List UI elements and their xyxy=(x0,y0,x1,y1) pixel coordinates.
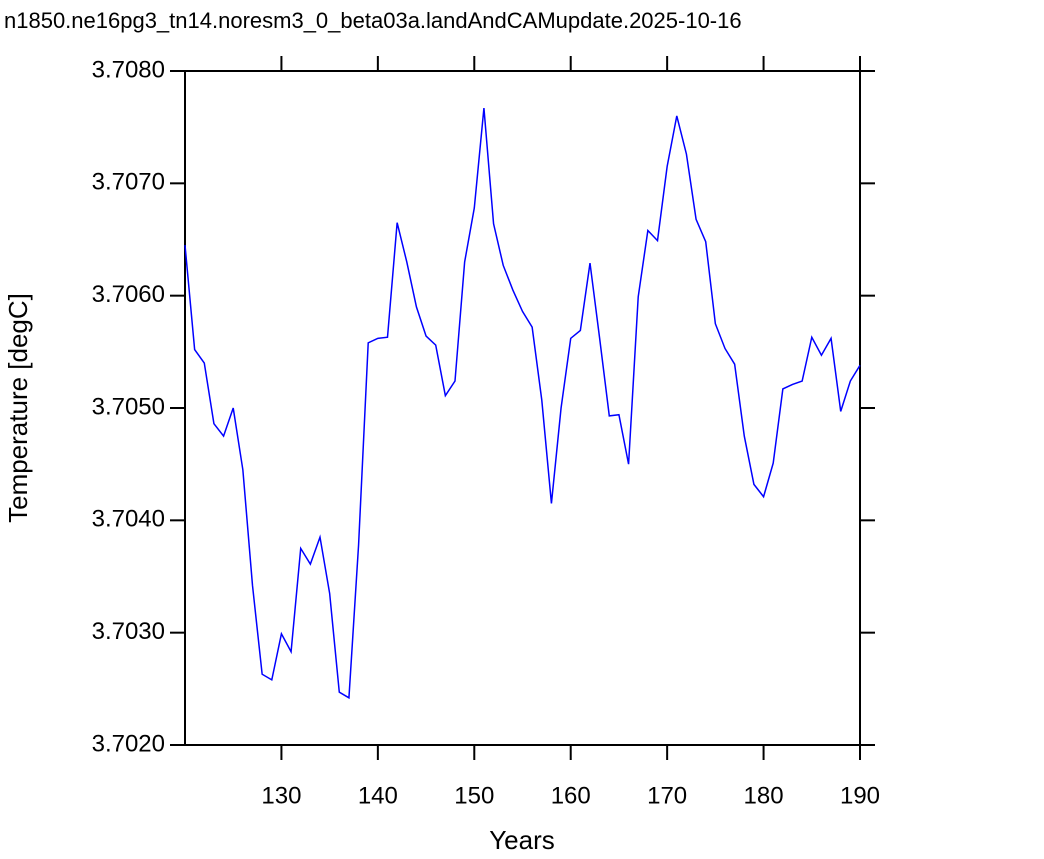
x-tick-label: 150 xyxy=(454,782,494,809)
y-tick-label: 3.7070 xyxy=(92,169,165,196)
x-tick-label: 180 xyxy=(744,782,784,809)
x-tick-label: 160 xyxy=(551,782,591,809)
data-line xyxy=(184,107,861,700)
y-tick-label: 3.7080 xyxy=(92,56,165,83)
y-tick-label: 3.7050 xyxy=(92,393,165,420)
x-tick-label: 130 xyxy=(261,782,301,809)
y-tick-label: 3.7020 xyxy=(92,730,165,757)
y-tick-label: 3.7030 xyxy=(92,618,165,645)
y-axis-label: Temperature [degC] xyxy=(3,293,33,523)
y-tick-label: 3.7060 xyxy=(92,281,165,308)
x-tick-label: 140 xyxy=(358,782,398,809)
y-tick-label: 3.7040 xyxy=(92,506,165,533)
x-tick-label: 190 xyxy=(840,782,880,809)
chart-title: n1850.ne16pg3_tn14.noresm3_0_beta03a.lan… xyxy=(4,8,742,33)
x-axis-label: Years xyxy=(489,825,555,855)
x-tick-label: 170 xyxy=(647,782,687,809)
